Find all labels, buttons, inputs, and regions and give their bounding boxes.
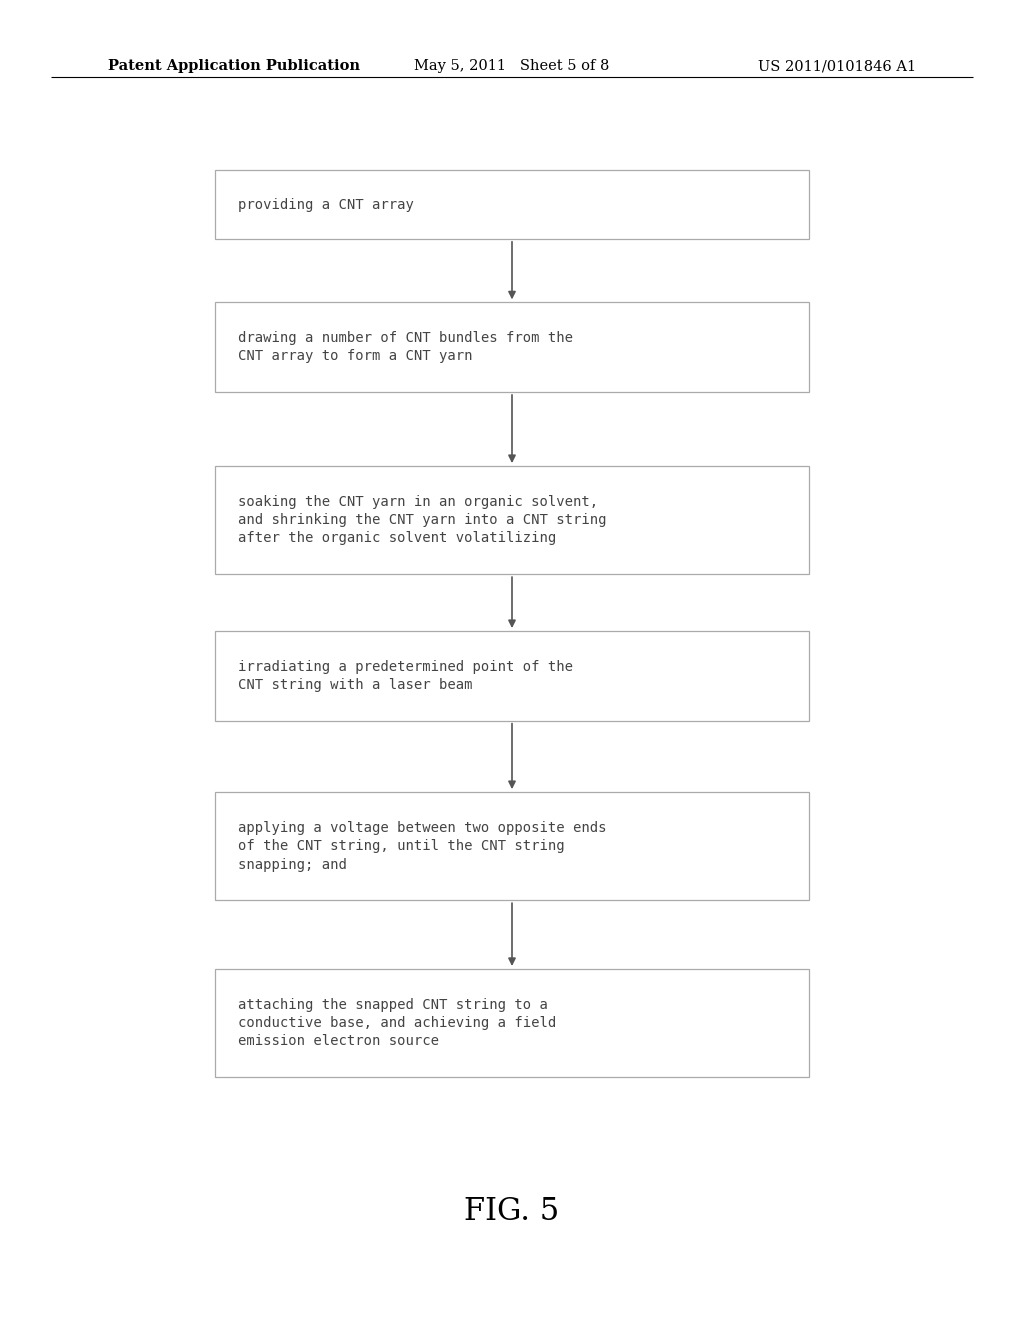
Text: soaking the CNT yarn in an organic solvent,
and shrinking the CNT yarn into a CN: soaking the CNT yarn in an organic solve…: [238, 495, 606, 545]
Text: attaching the snapped CNT string to a
conductive base, and achieving a field
emi: attaching the snapped CNT string to a co…: [238, 998, 556, 1048]
Text: applying a voltage between two opposite ends
of the CNT string, until the CNT st: applying a voltage between two opposite …: [238, 821, 606, 871]
FancyBboxPatch shape: [215, 631, 809, 721]
Text: Patent Application Publication: Patent Application Publication: [108, 59, 359, 74]
FancyBboxPatch shape: [215, 969, 809, 1077]
Text: May 5, 2011   Sheet 5 of 8: May 5, 2011 Sheet 5 of 8: [415, 59, 609, 74]
Text: drawing a number of CNT bundles from the
CNT array to form a CNT yarn: drawing a number of CNT bundles from the…: [238, 331, 572, 363]
FancyBboxPatch shape: [215, 466, 809, 574]
Text: FIG. 5: FIG. 5: [464, 1196, 560, 1228]
Text: US 2011/0101846 A1: US 2011/0101846 A1: [759, 59, 916, 74]
Text: irradiating a predetermined point of the
CNT string with a laser beam: irradiating a predetermined point of the…: [238, 660, 572, 692]
Text: providing a CNT array: providing a CNT array: [238, 198, 414, 211]
FancyBboxPatch shape: [215, 792, 809, 900]
FancyBboxPatch shape: [215, 302, 809, 392]
FancyBboxPatch shape: [215, 170, 809, 239]
